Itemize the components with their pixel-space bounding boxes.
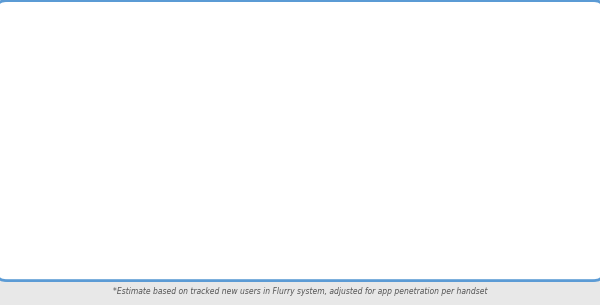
Text: 1st: 1st bbox=[288, 162, 306, 175]
Text: Launch Date: Launch Date bbox=[21, 106, 104, 119]
Text: myTouch: myTouch bbox=[259, 68, 323, 81]
Text: 0: 0 bbox=[395, 189, 403, 202]
Text: DROID: DROID bbox=[381, 68, 417, 81]
FancyBboxPatch shape bbox=[522, 65, 546, 84]
Text: S: S bbox=[530, 70, 538, 80]
Text: 27 million: 27 million bbox=[472, 189, 530, 202]
Text: 3rd: 3rd bbox=[491, 162, 511, 175]
Text: iPhone 3G: iPhone 3G bbox=[458, 68, 518, 81]
Text: 0: 0 bbox=[293, 189, 301, 202]
Text: 1,600,000: 1,600,000 bbox=[468, 220, 534, 233]
FancyBboxPatch shape bbox=[360, 61, 438, 88]
Text: 0: 0 bbox=[191, 189, 199, 202]
Text: Week 1 Sales*: Week 1 Sales* bbox=[21, 220, 115, 233]
Text: FLURRY: FLURRY bbox=[489, 245, 549, 259]
Text: 8: 8 bbox=[497, 135, 505, 148]
Text: First Week Launch Comparison: First Week Launch Comparison bbox=[143, 12, 457, 30]
Text: Generation: Generation bbox=[21, 162, 87, 175]
Text: Aug 5, 2009: Aug 5, 2009 bbox=[257, 106, 337, 119]
Text: 1: 1 bbox=[395, 135, 403, 148]
Text: 60,000: 60,000 bbox=[274, 220, 320, 233]
Text: 20,000: 20,000 bbox=[172, 220, 218, 233]
Text: 16: 16 bbox=[321, 64, 331, 70]
Text: nexus one: nexus one bbox=[164, 68, 226, 81]
Text: Nov 5, 2009: Nov 5, 2009 bbox=[359, 106, 439, 119]
Text: Installed Base: Installed Base bbox=[21, 189, 104, 202]
Text: # Countries: # Countries bbox=[21, 135, 91, 148]
Text: Jan 5, 2010: Jan 5, 2010 bbox=[158, 106, 232, 119]
Text: 1st: 1st bbox=[390, 162, 408, 175]
Text: 1st: 1st bbox=[186, 162, 204, 175]
Text: 1: 1 bbox=[191, 135, 199, 148]
Text: Jun 16, 2009: Jun 16, 2009 bbox=[460, 106, 542, 119]
Text: ©: © bbox=[465, 245, 477, 258]
Text: 250,000: 250,000 bbox=[372, 220, 426, 233]
Text: *Estimate based on tracked new users in Flurry system, adjusted for app penetrat: *Estimate based on tracked new users in … bbox=[113, 287, 487, 296]
Text: 1: 1 bbox=[293, 135, 301, 148]
